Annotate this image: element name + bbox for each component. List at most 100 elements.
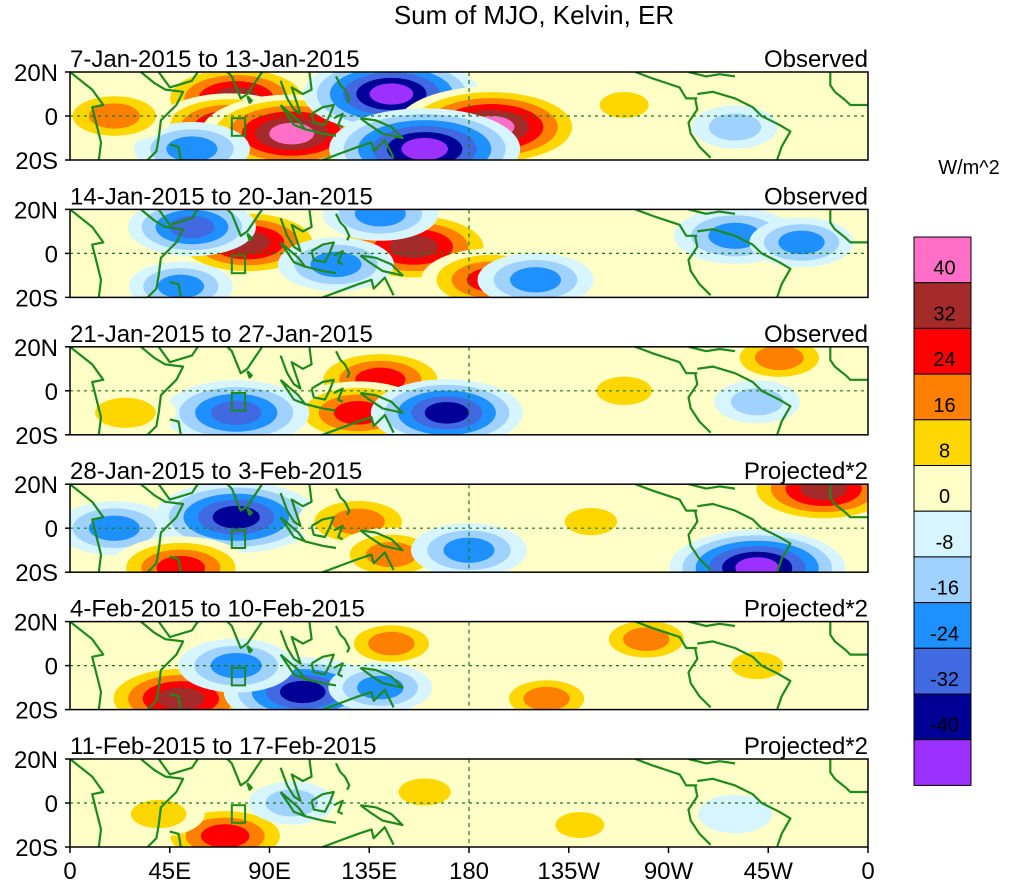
- coastline: [687, 372, 712, 434]
- coastline: [140, 72, 185, 160]
- coastline: [169, 143, 182, 160]
- coastline: [140, 484, 185, 573]
- coastline: [304, 265, 337, 275]
- coastline: [359, 666, 404, 689]
- coastline: [157, 72, 200, 89]
- anomaly-5: [494, 673, 599, 710]
- coastline: [333, 524, 344, 541]
- coastline: [688, 209, 736, 215]
- y-tick-label: 20S: [15, 148, 58, 175]
- coastline: [169, 555, 182, 573]
- coastline: [322, 551, 395, 573]
- anomaly-4: [127, 209, 256, 257]
- x-tick-label: 135E: [341, 858, 397, 885]
- coastline: [310, 241, 335, 264]
- y-tick-label: 0: [45, 379, 58, 406]
- colorbar: W/m^2 40 32 24 16 8 0 -8 -16 -24 -32 -40: [913, 157, 1000, 786]
- coastline: [335, 625, 351, 653]
- coastline: [157, 346, 200, 364]
- x-tick-label: 45W: [744, 858, 794, 885]
- reference-box: [230, 392, 247, 412]
- x-tick-label: 135W: [537, 858, 600, 885]
- coastline: [335, 213, 351, 241]
- panel-date-range: 21-Jan-2015 to 27-Jan-2015: [70, 321, 373, 348]
- panel-5: 4-Feb-2015 to 10-Feb-2015 Projected*2 20N 0…: [14, 596, 869, 725]
- coastline: [322, 276, 395, 298]
- panel-field: [70, 621, 868, 710]
- figure-title: Sum of MJO, Kelvin, ER: [394, 0, 674, 30]
- colorbar-swatch: [913, 282, 972, 329]
- panel-label: Projected*2: [744, 733, 868, 760]
- anomaly-9: [692, 105, 778, 149]
- x-axis: 0 45E 90E 135E 180 135W 90W 45W 0: [63, 847, 875, 885]
- coastlines: [70, 72, 868, 160]
- y-tick-label: 20S: [15, 835, 58, 862]
- coastline: [688, 346, 736, 353]
- anomaly-8: [328, 662, 433, 710]
- colorbar-level-label: 24: [933, 349, 955, 371]
- y-tick-label: 20S: [15, 698, 58, 725]
- coastline: [304, 677, 337, 687]
- coastlines: [70, 759, 868, 847]
- coastline: [697, 777, 792, 847]
- coastline: [359, 117, 404, 140]
- reference-box: [230, 804, 247, 824]
- reference-box: [230, 117, 247, 137]
- x-tick-label: 0: [63, 858, 76, 885]
- colorbar-swatch: [913, 419, 972, 466]
- panel-label: Observed: [764, 183, 868, 210]
- anomaly-4: [539, 804, 620, 846]
- anomaly-7: [724, 346, 835, 384]
- coastline: [688, 759, 736, 765]
- panel-label: Projected*2: [744, 458, 868, 485]
- coastline: [322, 139, 395, 160]
- anomaly-9: [547, 500, 634, 544]
- coastline: [829, 621, 868, 656]
- colorbar-level-label: 40: [933, 258, 955, 280]
- coastline: [333, 112, 344, 128]
- coastline: [246, 370, 253, 379]
- panel-label: Projected*2: [744, 596, 868, 623]
- panel-field: [70, 346, 868, 435]
- colorbar-units: W/m^2: [938, 157, 1000, 179]
- coastline: [333, 250, 344, 266]
- panel-date-range: 4-Feb-2015 to 10-Feb-2015: [70, 596, 365, 623]
- y-tick-label: 0: [45, 791, 58, 818]
- anomaly-4: [370, 379, 523, 435]
- x-tick-label: 0: [861, 858, 874, 885]
- coastline: [304, 402, 337, 412]
- colorbar-swatch: [913, 510, 972, 558]
- coastline: [697, 228, 792, 298]
- coastline: [634, 484, 698, 512]
- anomaly-7: [477, 252, 594, 298]
- panel-4: 28-Jan-2015 to 3-Feb-2015 Projected*2 20N 0…: [14, 458, 869, 587]
- coastline: [335, 75, 351, 104]
- coastline: [246, 645, 253, 654]
- colorbar-swatch: [913, 647, 972, 695]
- coastline: [310, 653, 335, 676]
- coastline: [70, 346, 105, 435]
- x-tick-label: 180: [449, 858, 489, 885]
- coastline: [246, 95, 253, 104]
- coastline: [169, 280, 182, 298]
- coastline: [310, 516, 335, 539]
- colorbar-level-label: 32: [933, 303, 955, 325]
- coastline: [829, 72, 868, 107]
- colorbar-level-label: 16: [933, 395, 955, 417]
- coastline: [335, 350, 351, 379]
- coastline: [697, 640, 792, 710]
- coastline: [279, 346, 313, 390]
- coastline: [157, 621, 200, 639]
- panel-field: [70, 484, 868, 573]
- coastline: [279, 72, 313, 115]
- colorbar-swatch: [913, 327, 972, 375]
- colorbar-swatch: [913, 373, 972, 421]
- y-tick-label: 0: [45, 241, 58, 268]
- coastline: [157, 209, 200, 226]
- y-tick-label: 20N: [14, 610, 58, 637]
- anomaly-3: [178, 638, 295, 693]
- coastline: [279, 759, 313, 802]
- coastline: [70, 759, 105, 847]
- coastline: [70, 209, 105, 298]
- coastline: [333, 387, 344, 403]
